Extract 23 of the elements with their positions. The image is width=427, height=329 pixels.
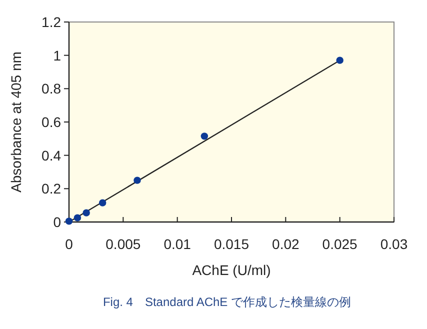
point [98,199,106,206]
point [74,214,82,222]
y-tick-label: 0 [53,214,62,230]
x-axis-title: AChE (U/ml) [192,262,271,278]
x-tick-label: 0.015 [214,236,250,252]
y-tick-label: 0.4 [42,147,62,164]
x-tick-label: 0.005 [106,236,141,252]
x-tick-label: 0.01 [164,236,192,252]
point [82,209,90,216]
y-tick-label: 1.2 [42,14,62,30]
caption: Fig. 4 Standard AChE で作成した検量線の例 [102,295,352,309]
y-axis-title: Absorbance at 405 nm [8,52,24,192]
x-tick-label: 0.025 [322,236,358,252]
point [200,132,208,140]
point [336,56,344,64]
x-tick-label: 0.02 [272,236,300,252]
y-tick-label: 0.8 [42,80,62,97]
x-tick-label: 0.03 [380,236,408,252]
point [134,176,141,184]
y-tick-label: 0.2 [42,180,62,197]
y-tick-label: 0.6 [42,114,62,130]
y-tick-label: 1 [53,47,62,64]
x-tick-label: 0 [65,236,74,252]
